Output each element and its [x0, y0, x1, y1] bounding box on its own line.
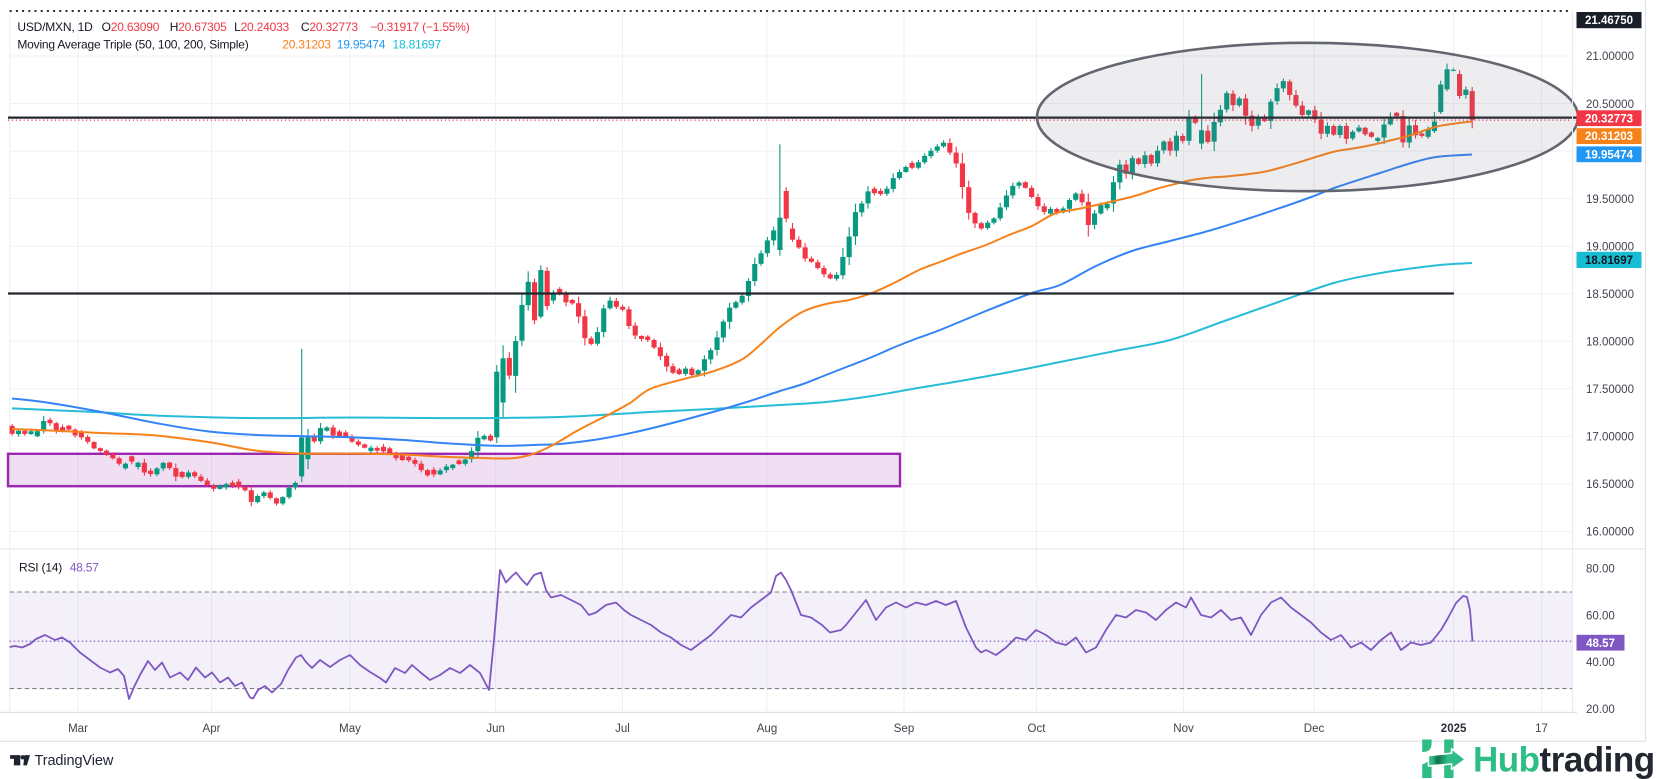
svg-text:18.81697: 18.81697: [393, 38, 442, 52]
svg-text:20.00: 20.00: [1586, 704, 1615, 716]
svg-text:40.00: 40.00: [1586, 657, 1615, 669]
svg-text:L20.24033: L20.24033: [234, 20, 289, 34]
svg-text:20.31203: 20.31203: [282, 38, 331, 52]
svg-text:17: 17: [1535, 723, 1548, 735]
svg-text:O20.63090: O20.63090: [102, 20, 160, 34]
svg-text:USD/MXN, 1D: USD/MXN, 1D: [17, 20, 93, 34]
svg-text:19.50000: 19.50000: [1586, 194, 1634, 206]
svg-text:19.00000: 19.00000: [1586, 241, 1634, 253]
svg-text:Moving Average Triple (50, 100: Moving Average Triple (50, 100, 200, Sim…: [17, 38, 248, 52]
svg-text:Jul: Jul: [615, 723, 630, 735]
svg-text:60.00: 60.00: [1586, 610, 1615, 622]
svg-text:17.00000: 17.00000: [1586, 432, 1634, 444]
svg-text:16.00000: 16.00000: [1586, 527, 1634, 539]
svg-text:21.00000: 21.00000: [1586, 51, 1634, 63]
svg-text:Apr: Apr: [203, 723, 221, 735]
svg-text:−0.31917 (−1.55%): −0.31917 (−1.55%): [370, 20, 470, 34]
svg-text:20.50000: 20.50000: [1586, 99, 1634, 111]
svg-text:21.46750: 21.46750: [1585, 15, 1633, 27]
svg-text:May: May: [339, 723, 361, 735]
svg-text:19.95474: 19.95474: [1585, 149, 1634, 161]
svg-text:Mar: Mar: [68, 723, 88, 735]
svg-text:H20.67305: H20.67305: [170, 20, 227, 34]
svg-text:18.50000: 18.50000: [1586, 289, 1634, 301]
svg-text:2025: 2025: [1441, 723, 1467, 735]
svg-text:C20.32773: C20.32773: [301, 20, 358, 34]
svg-text:20.32773: 20.32773: [1585, 113, 1633, 125]
svg-text:TradingView: TradingView: [35, 753, 114, 769]
svg-text:18.00000: 18.00000: [1586, 337, 1634, 349]
svg-text:17.50000: 17.50000: [1586, 384, 1634, 396]
svg-text:Hubtrading: Hubtrading: [1473, 740, 1655, 779]
svg-text:Nov: Nov: [1173, 723, 1194, 735]
svg-text:Sep: Sep: [894, 723, 914, 735]
svg-text:16.50000: 16.50000: [1586, 479, 1634, 491]
svg-text:80.00: 80.00: [1586, 564, 1615, 576]
svg-text:Dec: Dec: [1304, 723, 1325, 735]
svg-text:RSI (14): RSI (14): [19, 560, 62, 574]
svg-text:Aug: Aug: [757, 723, 777, 735]
svg-text:Jun: Jun: [486, 723, 505, 735]
svg-text:19.95474: 19.95474: [337, 38, 386, 52]
svg-text:20.31203: 20.31203: [1585, 131, 1633, 143]
svg-text:48.57: 48.57: [1586, 638, 1615, 650]
svg-text:18.81697: 18.81697: [1585, 255, 1633, 267]
svg-text:Oct: Oct: [1028, 723, 1047, 735]
svg-text:48.57: 48.57: [70, 560, 100, 574]
